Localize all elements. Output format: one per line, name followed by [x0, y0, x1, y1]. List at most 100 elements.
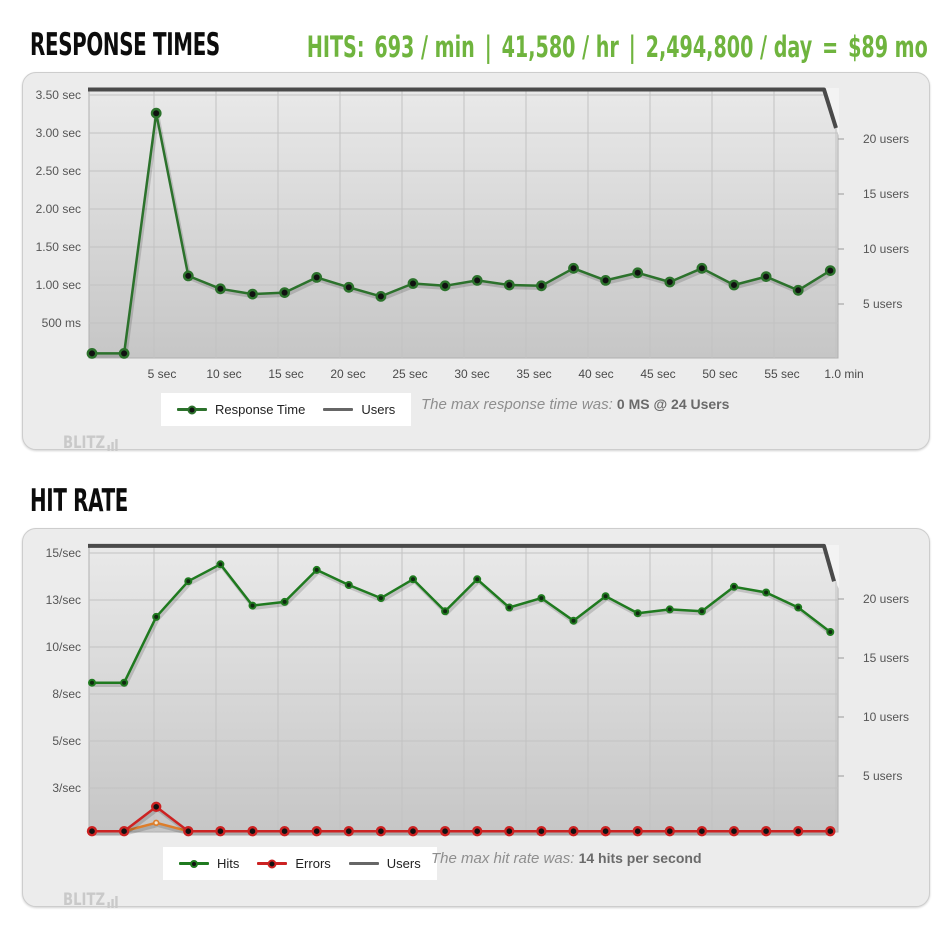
series-line-Hits — [92, 563, 832, 684]
x-axis-label: 5 sec — [148, 367, 177, 381]
data-point-Errors — [311, 826, 322, 837]
data-point-Errors — [343, 826, 354, 837]
legend-item-users: Users — [348, 856, 421, 871]
x-axis-label: 25 sec — [392, 367, 427, 381]
data-point-Hits — [537, 594, 546, 603]
data-point-Hits — [88, 678, 96, 687]
data-point-Hits — [601, 592, 610, 601]
x-axis-label: 50 sec — [702, 367, 737, 381]
users-line-sample — [348, 862, 379, 865]
data-point-Response Time — [182, 270, 194, 282]
data-point-Hits — [216, 560, 225, 569]
hits-line-sample — [179, 859, 209, 868]
response-chart-legend: Response Time Users — [161, 393, 412, 426]
data-point-Response Time — [471, 274, 483, 286]
max-note-text: The max response time was: — [421, 396, 613, 413]
y-axis-label: 15/sec — [46, 546, 81, 560]
y-axis-label: 1.00 sec — [36, 278, 81, 292]
data-point-Response Time — [664, 276, 676, 288]
data-point-Response Time — [311, 271, 323, 283]
data-point-Hits — [280, 597, 289, 606]
data-point-Errors — [279, 826, 290, 837]
data-point-Response Time — [343, 281, 355, 293]
data-point-Hits — [730, 582, 738, 591]
data-point-Response Time — [600, 274, 611, 286]
data-point-Errors — [439, 826, 451, 837]
data-point-Errors — [247, 826, 258, 837]
y-axis-label: 3.00 sec — [36, 126, 81, 140]
data-point-Hits — [312, 565, 321, 574]
hits-per-day: 2,494,800 / day — [645, 30, 813, 64]
legend-label: Hits — [217, 856, 240, 871]
blitz-logo: BLITZ — [63, 435, 118, 452]
data-point-Errors — [600, 826, 611, 837]
hits-stats-row: HITS: 693 / min | 41,580 / hr | 2,494,80… — [307, 33, 928, 62]
data-point-Hits — [248, 601, 257, 610]
y-axis-label: 13/sec — [46, 593, 81, 607]
data-point-Errors — [472, 826, 483, 837]
y-axis-label: 8/sec — [52, 687, 81, 701]
x-axis-label: 55 sec — [764, 367, 799, 381]
hits-per-hr: 41,580 / hr — [501, 30, 620, 64]
data-point-Response Time — [568, 262, 579, 274]
data-point-Hits — [794, 603, 803, 612]
data-point-Hits — [505, 603, 514, 612]
data-point-Errors — [793, 826, 804, 837]
data-point-Errors — [504, 826, 515, 837]
y-axis-label: 2.00 sec — [36, 202, 81, 216]
data-point-Response Time — [632, 267, 644, 279]
data-point-Hits — [152, 612, 161, 621]
data-point-Response Time — [375, 290, 387, 302]
data-point-Errors — [568, 826, 579, 837]
users-axis-label: 10 users — [863, 242, 909, 256]
blitz-logo: BLITZ — [63, 892, 118, 909]
hits-per-min: 693 / min — [374, 30, 476, 64]
data-point-Hits — [697, 607, 706, 616]
x-axis-label: 10 sec — [206, 367, 241, 381]
data-point-Errors — [86, 826, 98, 837]
data-point-Hits — [376, 594, 385, 603]
blitz-bars-icon — [107, 896, 118, 908]
series-line-Response Time — [92, 111, 831, 355]
hits-label: HITS: — [307, 30, 365, 64]
data-point-Response Time — [792, 284, 804, 296]
data-point-Errors — [375, 826, 387, 837]
y-axis-label: 3/sec — [52, 781, 81, 795]
blitz-logo-text: BLITZ — [63, 890, 106, 910]
data-point-orange-unlabeled — [153, 819, 160, 826]
stats-separator: | — [484, 30, 492, 64]
legend-item-hits: Hits — [179, 856, 239, 871]
y-axis-label: 10/sec — [46, 640, 81, 654]
legend-label: Users — [386, 856, 421, 871]
users-axis-label: 5 users — [863, 297, 902, 311]
data-point-Hits — [473, 575, 482, 584]
x-axis-label: 20 sec — [330, 367, 365, 381]
max-note-value: 14 hits per second — [578, 850, 702, 866]
data-point-Response Time — [760, 271, 772, 283]
users-axis-label: 20 users — [863, 592, 909, 606]
users-axis-label: 10 users — [863, 710, 909, 724]
legend-item-errors: Errors — [257, 856, 331, 871]
data-point-Errors — [150, 801, 162, 812]
y-axis-label: 3.50 sec — [36, 88, 81, 102]
max-note-value: 0 MS @ 24 Users — [616, 396, 730, 412]
data-point-Response Time — [150, 107, 162, 119]
legend-item-users: Users — [323, 402, 395, 417]
legend-label: Errors — [295, 856, 331, 871]
data-point-Errors — [632, 826, 643, 837]
max-note-text: The max hit rate was: — [431, 850, 575, 867]
data-point-Hits — [441, 607, 450, 616]
response-times-panel: 3.50 sec 3.00 sec 2.50 sec 2.00 sec 1.50 sec… — [22, 72, 930, 452]
data-point-Hits — [184, 577, 193, 586]
users-axis-label: 5 users — [863, 769, 902, 783]
data-point-Hits — [633, 609, 642, 618]
data-point-Hits — [120, 678, 129, 687]
users-line-sample — [323, 408, 354, 411]
data-point-Errors — [825, 826, 836, 837]
data-point-Response Time — [279, 287, 290, 299]
stats-equals: = — [822, 30, 839, 64]
x-axis-label: 45 sec — [640, 367, 675, 381]
users-axis-label: 20 users — [863, 132, 909, 146]
data-point-Hits — [665, 605, 674, 614]
